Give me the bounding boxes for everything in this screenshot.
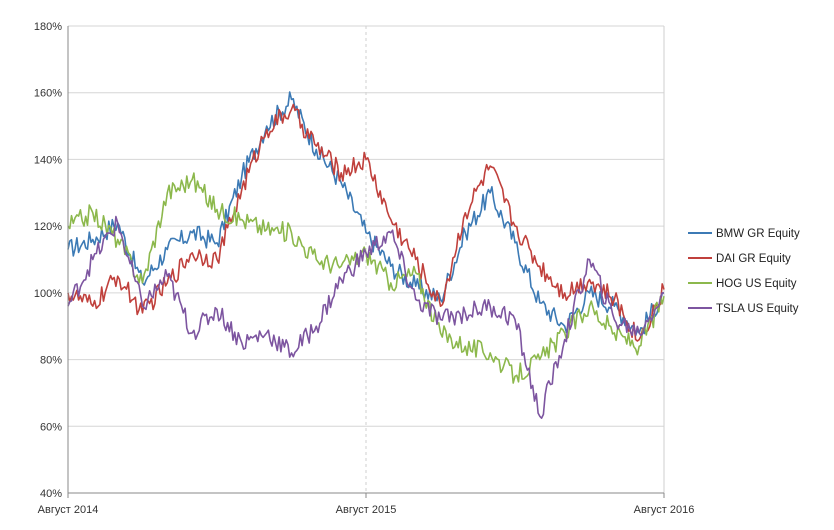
y-tick-label: 60%: [40, 421, 62, 433]
chart-axes: 40% 60% 80% 100% 120% 140% 160% 180% Август 2014…: [34, 21, 694, 516]
series-line-tsla-us-equity: [67, 215, 664, 419]
x-tick-label: Август 2014: [38, 504, 99, 516]
series-line-dai-gr-equity: [67, 103, 665, 342]
y-tick-label: 80%: [40, 355, 62, 367]
legend-label: HOG US Equity: [716, 278, 797, 290]
x-tick-label: Август 2016: [634, 504, 695, 516]
chart-grid: [67, 25, 665, 494]
y-tick-label: 120%: [34, 221, 62, 233]
chart-series-lines: [67, 91, 665, 419]
y-tick-label: 40%: [40, 488, 62, 500]
y-tick-label: 160%: [34, 88, 62, 100]
legend-label: DAI GR Equity: [716, 253, 791, 265]
y-tick-label: 140%: [34, 154, 62, 166]
series-line-bmw-gr-equity: [67, 91, 665, 337]
y-tick-label: 180%: [34, 21, 62, 33]
chart-legend: BMW GR Equity DAI GR Equity HOG US Equity T…: [688, 228, 800, 315]
legend-label: BMW GR Equity: [716, 228, 800, 240]
x-tick-label: Август 2015: [336, 504, 397, 516]
y-tick-label: 100%: [34, 288, 62, 300]
legend-label: TSLA US Equity: [716, 303, 799, 315]
